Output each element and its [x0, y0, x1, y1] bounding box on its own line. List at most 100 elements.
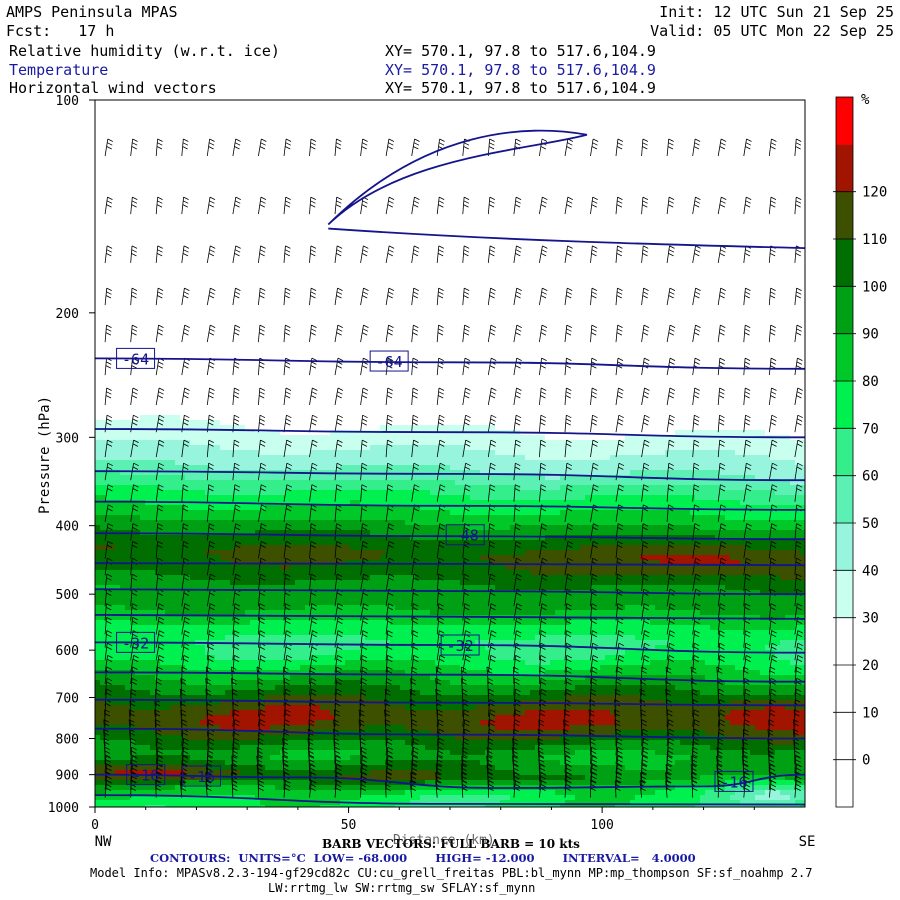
rh-cell	[390, 220, 396, 226]
rh-cell	[280, 125, 286, 131]
rh-cell	[645, 115, 651, 121]
rh-cell	[245, 110, 251, 116]
rh-cell	[780, 105, 786, 111]
rh-cell	[290, 185, 296, 191]
rh-cell	[155, 135, 161, 141]
rh-cell	[190, 265, 196, 271]
rh-cell	[755, 200, 761, 206]
rh-cell	[145, 100, 151, 106]
rh-cell	[690, 170, 696, 176]
rh-cell	[225, 120, 231, 126]
rh-cell	[695, 110, 701, 116]
rh-cell	[780, 115, 786, 121]
rh-cell	[210, 235, 216, 241]
rh-cell	[270, 120, 276, 126]
rh-cell	[150, 200, 156, 206]
rh-cell	[170, 125, 176, 131]
rh-cell	[750, 170, 756, 176]
rh-cell	[320, 220, 326, 226]
rh-cell	[690, 230, 696, 236]
rh-cell	[500, 145, 506, 151]
rh-cell	[780, 220, 786, 226]
rh-cell	[175, 210, 181, 216]
rh-cell	[185, 220, 191, 226]
rh-cell	[775, 175, 781, 181]
rh-cell	[240, 205, 246, 211]
rh-cell	[725, 140, 731, 146]
rh-cell	[410, 260, 416, 266]
rh-cell	[275, 125, 281, 131]
rh-cell	[425, 230, 431, 236]
rh-cell	[485, 155, 491, 161]
rh-cell	[300, 205, 306, 211]
rh-cell	[145, 145, 151, 151]
rh-cell	[740, 115, 746, 121]
rh-cell	[685, 130, 691, 136]
rh-cell	[755, 210, 761, 216]
rh-cell	[685, 195, 691, 201]
rh-cell	[240, 185, 246, 191]
rh-cell	[660, 220, 666, 226]
rh-cell	[185, 145, 191, 151]
rh-cell	[620, 165, 626, 171]
rh-cell	[310, 235, 316, 241]
rh-cell	[600, 215, 606, 221]
rh-cell	[525, 255, 531, 261]
rh-cell	[670, 130, 676, 136]
rh-cell	[730, 140, 736, 146]
rh-cell	[235, 120, 241, 126]
rh-cell	[365, 270, 371, 276]
rh-cell	[315, 135, 321, 141]
rh-cell	[130, 220, 136, 226]
rh-cell	[105, 150, 111, 156]
rh-cell	[140, 140, 146, 146]
rh-cell	[675, 225, 681, 231]
rh-cell	[475, 210, 481, 216]
rh-cell	[760, 115, 766, 121]
rh-cell	[550, 180, 556, 186]
rh-cell	[400, 145, 406, 151]
rh-cell	[355, 185, 361, 191]
rh-cell	[395, 110, 401, 116]
rh-cell	[215, 270, 221, 276]
rh-cell	[615, 270, 621, 276]
rh-cell	[610, 225, 616, 231]
rh-cell	[645, 165, 651, 171]
rh-cell	[655, 255, 661, 261]
rh-cell	[470, 270, 476, 276]
rh-cell	[295, 205, 301, 211]
rh-cell	[415, 180, 421, 186]
rh-cell	[640, 205, 646, 211]
rh-cell	[720, 210, 726, 216]
rh-cell	[715, 265, 721, 271]
rh-cell	[685, 260, 691, 266]
rh-cell	[340, 250, 346, 256]
rh-cell	[230, 170, 236, 176]
rh-cell	[250, 235, 256, 241]
rh-cell	[380, 105, 386, 111]
rh-cell	[220, 120, 226, 126]
rh-cell	[650, 110, 656, 116]
rh-cell	[310, 135, 316, 141]
rh-cell	[750, 245, 756, 251]
rh-cell	[120, 100, 126, 106]
rh-cell	[190, 180, 196, 186]
rh-cell	[635, 250, 641, 256]
rh-cell	[360, 230, 366, 236]
rh-cell	[500, 170, 506, 176]
rh-cell	[620, 155, 626, 161]
rh-cell	[230, 225, 236, 231]
rh-cell	[165, 195, 171, 201]
rh-cell	[245, 200, 251, 206]
rh-cell	[375, 215, 381, 221]
rh-cell	[105, 270, 111, 276]
rh-cell	[460, 160, 466, 166]
rh-cell	[795, 230, 801, 236]
rh-cell	[165, 170, 171, 176]
rh-cell	[160, 235, 166, 241]
rh-cell	[735, 175, 741, 181]
rh-cell	[665, 270, 671, 276]
rh-cell	[450, 235, 456, 241]
rh-cell	[210, 175, 216, 181]
rh-cell	[485, 250, 491, 256]
